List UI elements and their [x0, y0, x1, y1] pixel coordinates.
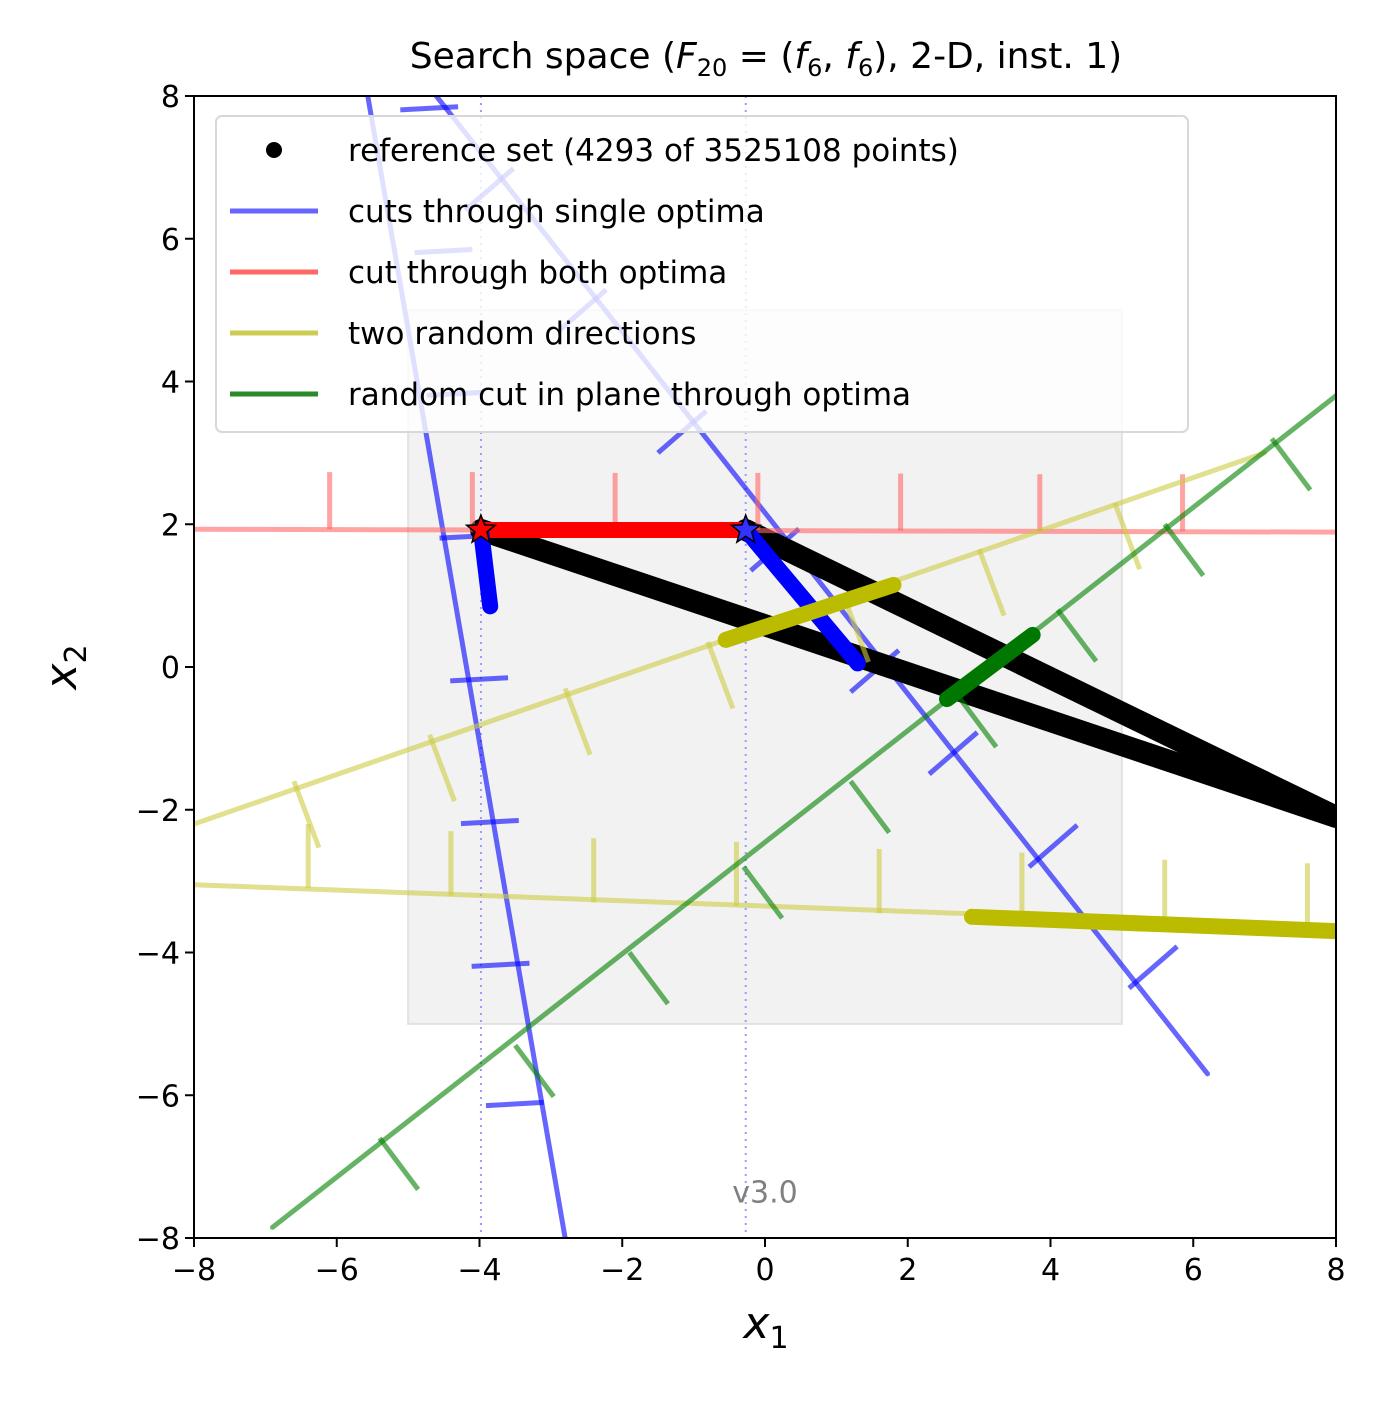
version-annotation: v3.0: [732, 1175, 797, 1210]
highlight-segment-5: [963, 908, 1336, 940]
optima-markers: [464, 512, 763, 544]
y-tick-label: 6: [161, 223, 180, 258]
series-8-tick-mark-9: [1269, 437, 1313, 492]
y-axis-ticks: −8 −6 −4 −2 0 2 4 6 8: [136, 80, 194, 1257]
legend-marker-dot: [266, 142, 282, 158]
y-tick-label: 8: [161, 80, 180, 115]
reference-set-band-3: [469, 518, 1336, 828]
legend-label: two random directions: [348, 316, 696, 352]
series-8-tick-mark-5: [848, 779, 892, 835]
series-8-tick-mark-6: [955, 694, 999, 749]
y-tick-label: −8: [136, 1222, 180, 1257]
series-2-tick-mark-8: [1127, 944, 1179, 991]
y-tick-label: −6: [136, 1079, 180, 1114]
series-6-tick-mark-4: [705, 641, 736, 710]
series-2-tick-mark-7: [1027, 823, 1079, 869]
y-tick-label: −2: [136, 794, 180, 829]
x-tick-label: 2: [898, 1253, 917, 1288]
series-8-tick-mark-7: [1055, 608, 1099, 663]
series-1-tick-mark-8: [485, 1099, 544, 1109]
series-6-tick-mark-1: [291, 780, 322, 849]
series-6-tick-mark-3: [562, 687, 593, 756]
series-8-tick-mark-3: [627, 951, 670, 1006]
optimum-star-1: [464, 512, 498, 544]
legend-label: reference set (4293 of 3525108 points): [348, 133, 959, 169]
optimum-star-2: [729, 512, 763, 544]
x-tick-label: −2: [600, 1253, 644, 1288]
series-8-tick-mark-8: [1162, 522, 1206, 578]
x-tick-label: −6: [315, 1253, 359, 1288]
series-6-tick-mark-2: [427, 733, 457, 803]
x-tick-label: 8: [1326, 1253, 1345, 1288]
x-tick-label: −4: [457, 1253, 501, 1288]
series-8-tick-mark-2: [513, 1043, 556, 1099]
y-tick-label: 0: [161, 651, 180, 686]
series-1-tick-mark-6: [460, 817, 519, 827]
series-1-tick-mark-7: [471, 960, 530, 969]
highlight-segment-6: [939, 626, 1041, 708]
x-axis-label: x1: [741, 1298, 788, 1356]
x-tick-label: 4: [1041, 1253, 1060, 1288]
highlight-segment-2: [472, 521, 499, 615]
x-tick-label: 6: [1184, 1253, 1203, 1288]
x-axis-ticks: −8 −6 −4 −2 0 2 4 6 8: [172, 1238, 1346, 1288]
y-tick-label: −4: [136, 937, 180, 972]
series-1-tick-mark-5: [450, 675, 509, 684]
x-tick-label: 0: [755, 1253, 774, 1288]
y-tick-label: 4: [161, 366, 180, 401]
highlight-segment-4: [717, 576, 902, 648]
series-6-tick-mark-6: [976, 548, 1007, 617]
legend-label: random cut in plane through optima: [348, 377, 911, 413]
y-axis-label: x2: [36, 644, 94, 691]
chart-title: Search space (F20 = (f6, f6), 2-D, inst.…: [410, 36, 1122, 82]
legend: reference set (4293 of 3525108 points) cu…: [215, 115, 1189, 433]
y-tick-label: 2: [161, 508, 180, 543]
legend-label: cut through both optima: [348, 255, 727, 291]
reference-set-band-4: [734, 518, 1336, 828]
highlight-segment-3: [737, 521, 866, 672]
series-8-tick-mark-4: [741, 865, 785, 920]
series-line-5: [194, 526, 1336, 535]
legend-label: cuts through single optima: [348, 194, 765, 230]
series-6-tick-mark-7: [1112, 501, 1143, 571]
legend-box: [215, 115, 1189, 433]
series-1-tick-mark-1: [400, 104, 459, 113]
series-line-8: [270, 393, 1336, 1230]
x-tick-label: −8: [172, 1253, 216, 1288]
series-2-tick-mark-6: [927, 730, 979, 776]
series-highlights: [472, 521, 1336, 940]
series-8-tick-mark-1: [377, 1136, 421, 1191]
